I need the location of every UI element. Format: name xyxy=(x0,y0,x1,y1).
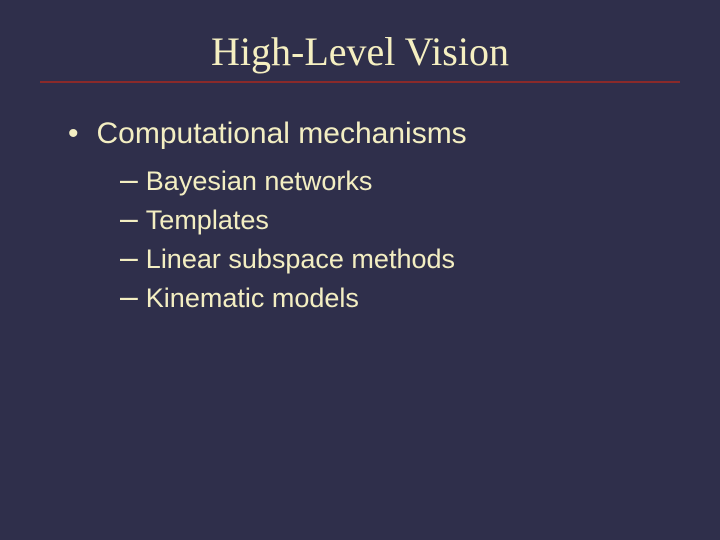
bullet-marker-dot-icon: • xyxy=(68,119,79,149)
bullet-level-1-text: Computational mechanisms xyxy=(97,117,467,151)
bullet-marker-dash-icon: – xyxy=(120,278,138,315)
bullet-marker-dash-icon: – xyxy=(120,200,138,237)
bullet-level-2-text: Kinematic models xyxy=(146,283,359,314)
bullet-level-2: – Kinematic models xyxy=(120,278,680,315)
bullet-level-2: – Linear subspace methods xyxy=(120,239,680,276)
slide-title: High-Level Vision xyxy=(40,28,680,75)
slide: High-Level Vision • Computational mechan… xyxy=(0,0,720,540)
bullet-level-2: – Bayesian networks xyxy=(120,161,680,198)
bullet-level-1: • Computational mechanisms xyxy=(68,117,680,151)
bullet-level-2-text: Templates xyxy=(146,205,269,236)
sub-bullet-list: – Bayesian networks – Templates – Linear… xyxy=(120,161,680,315)
bullet-level-2-text: Bayesian networks xyxy=(146,166,373,197)
bullet-marker-dash-icon: – xyxy=(120,239,138,276)
bullet-level-2: – Templates xyxy=(120,200,680,237)
bullet-level-2-text: Linear subspace methods xyxy=(146,244,455,275)
bullet-marker-dash-icon: – xyxy=(120,161,138,198)
title-underline xyxy=(40,81,680,83)
